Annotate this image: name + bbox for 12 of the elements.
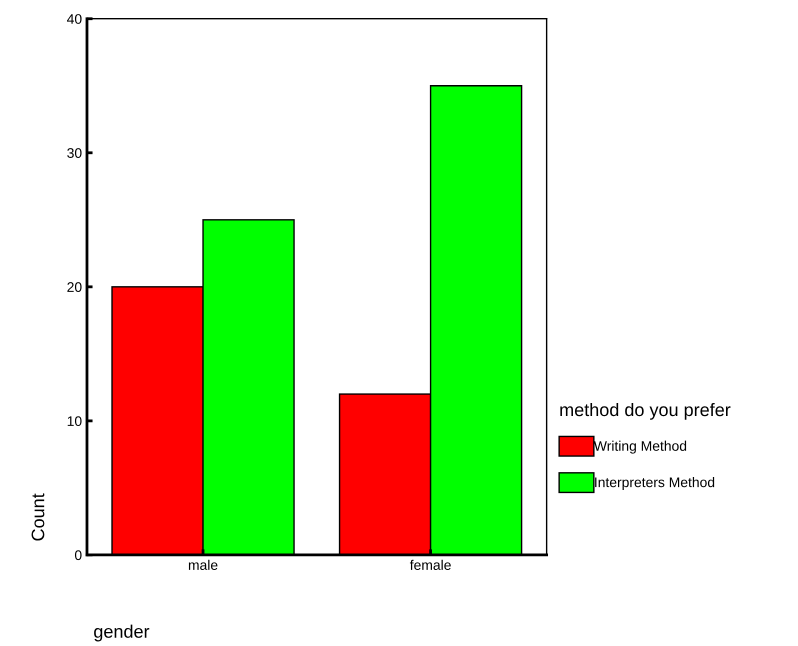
y-tick-label: 0: [74, 550, 82, 560]
legend-label: Interpreters Method: [595, 477, 714, 490]
y-tick-label: 40: [66, 14, 82, 24]
x-axis-title: gender: [94, 624, 150, 642]
y-tick-label: 30: [67, 148, 82, 158]
y-tick-label: 10: [68, 416, 82, 426]
y-tick-label: 20: [67, 282, 82, 292]
legend-label: Writing Method: [594, 440, 686, 454]
x-tick-label: male: [188, 560, 218, 570]
y-axis-title: Count: [32, 493, 44, 541]
x-tick-label: female: [410, 560, 451, 570]
legend-title: method do you prefer: [560, 402, 730, 420]
